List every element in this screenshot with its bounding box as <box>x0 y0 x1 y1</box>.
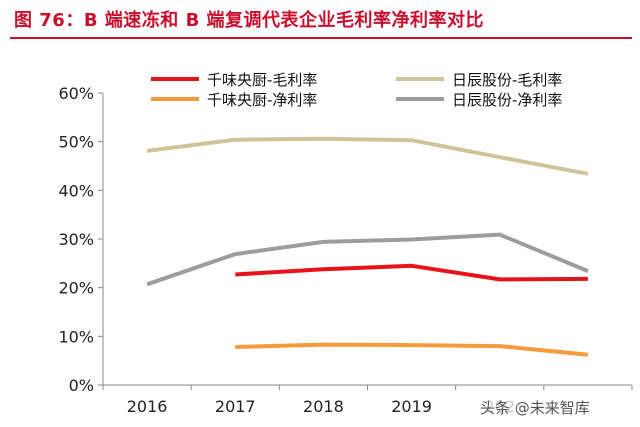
series-line-2 <box>235 342 589 357</box>
y-tick-label: 50% <box>58 133 94 152</box>
legend-item: 千味央厨-净利率 <box>151 91 317 109</box>
x-tick-label: 2016 <box>127 397 168 416</box>
chart-title: 图 76：B 端速冻和 B 端复调代表企业毛利率净利率对比 <box>14 10 485 31</box>
series-lines <box>146 136 589 357</box>
legend-item: 千味央厨-毛利率 <box>151 71 317 89</box>
legend-label: 日辰股份-毛利率 <box>452 71 562 89</box>
y-tick-label: 10% <box>58 327 94 346</box>
legend-label: 日辰股份-净利率 <box>452 91 562 109</box>
y-tick-label: 0% <box>69 376 94 395</box>
series-line-4 <box>146 232 589 287</box>
legend-label: 千味央厨-净利率 <box>207 91 317 109</box>
y-tick-label: 60% <box>58 84 94 103</box>
y-tick-label: 20% <box>58 279 94 298</box>
watermark: 头条 @未来智库 <box>478 397 592 418</box>
series-line-1 <box>235 263 588 282</box>
legend-item: 日辰股份-毛利率 <box>396 71 562 89</box>
legend-item: 日辰股份-净利率 <box>396 91 562 109</box>
x-tick-label: 2017 <box>215 397 256 416</box>
y-tick-label: 30% <box>58 230 94 249</box>
x-tick-label: 2019 <box>391 397 432 416</box>
y-tick-label: 40% <box>58 181 94 200</box>
title-underline <box>10 37 632 39</box>
x-tick-label: 2018 <box>303 397 344 416</box>
series-line-3 <box>146 136 589 176</box>
legend-label: 千味央厨-毛利率 <box>207 71 317 89</box>
y-axis: 0% 10% 20% 30% 40% 50% 60% <box>58 84 104 395</box>
